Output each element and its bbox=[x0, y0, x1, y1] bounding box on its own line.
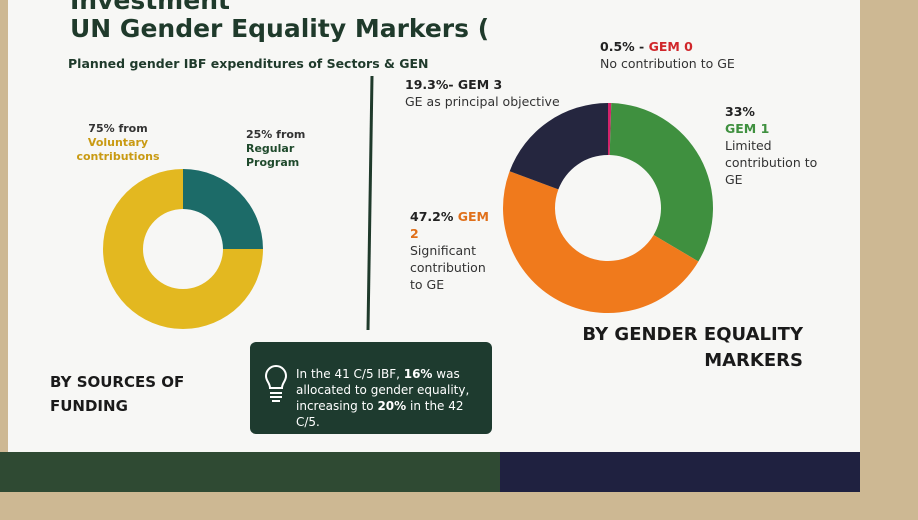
caption: BY GENDER EQUALITY MARKERS bbox=[582, 324, 803, 371]
segment-head: 0.5% - GEM 0 bbox=[600, 38, 780, 55]
segment-head: 19.3%- GEM 3 bbox=[405, 76, 575, 93]
segment-label: 47.2% GEM 2 Significant contribution to G… bbox=[410, 208, 500, 293]
category-label: GEM 1 bbox=[725, 121, 770, 136]
donut-segment bbox=[183, 169, 263, 249]
divider bbox=[366, 75, 374, 331]
bulb-icon bbox=[264, 364, 288, 402]
segment-head: GEM 1 bbox=[725, 120, 820, 137]
description: No contribution to GE bbox=[600, 56, 735, 71]
segment-head: 47.2% GEM 2 bbox=[410, 208, 500, 242]
description: GE as principal objective bbox=[405, 94, 560, 109]
segment-label: 19.3%- GEM 3 GE as principal objective bbox=[405, 76, 575, 110]
donut-segment bbox=[503, 171, 699, 313]
note-part: in the 42 C/5. bbox=[296, 399, 464, 429]
note-part: was allocated to gender equality, increa… bbox=[296, 367, 470, 413]
value-label: 47.2% bbox=[410, 209, 454, 224]
footer-band bbox=[0, 452, 500, 492]
donut-segment bbox=[608, 103, 612, 156]
subtitle: Planned gender IBF expenditures of Secto… bbox=[68, 56, 429, 71]
description: Significant contribution to GE bbox=[410, 243, 486, 292]
description: Limited contribution to GE bbox=[725, 138, 818, 187]
category-label: GEM 2 bbox=[410, 209, 489, 241]
segment-label: 75% from Voluntary contributions bbox=[62, 122, 174, 164]
value-label: 19.3%- bbox=[405, 77, 454, 92]
footer-band bbox=[500, 452, 860, 492]
segment-label: 0.5% - GEM 0 No contribution to GE bbox=[600, 38, 780, 72]
note-text: In the 41 C/5 IBF, 16% was allocated to … bbox=[296, 366, 488, 430]
value-label: 33% bbox=[725, 104, 755, 119]
note-part: 16% bbox=[403, 367, 433, 381]
note-box: In the 41 C/5 IBF, 16% was allocated to … bbox=[250, 342, 492, 434]
note-part: In the 41 C/5 IBF, bbox=[296, 367, 404, 381]
segment-label: 25% from Regular Program bbox=[246, 128, 336, 170]
title: Investment bbox=[70, 0, 230, 15]
segment-label: 33% GEM 1 Limited contribution to GE bbox=[725, 103, 820, 188]
title: UN Gender Equality Markers ( bbox=[70, 14, 490, 43]
caption: BY SOURCES OF FUNDING bbox=[50, 373, 185, 415]
donut-segment bbox=[509, 103, 608, 190]
note-part: 20% bbox=[377, 399, 407, 413]
segment-head: 33% bbox=[725, 103, 820, 120]
value-label: 25% from bbox=[246, 128, 306, 141]
category-label: Voluntary contributions bbox=[76, 136, 160, 163]
category-label: Regular Program bbox=[246, 142, 300, 169]
category-label: GEM 0 bbox=[648, 39, 693, 54]
donut-segment bbox=[609, 103, 714, 262]
donut-segment bbox=[103, 169, 263, 329]
value-label: 0.5% - bbox=[600, 39, 645, 54]
category-label: GEM 3 bbox=[457, 77, 503, 92]
value-label: 75% from bbox=[88, 122, 148, 135]
